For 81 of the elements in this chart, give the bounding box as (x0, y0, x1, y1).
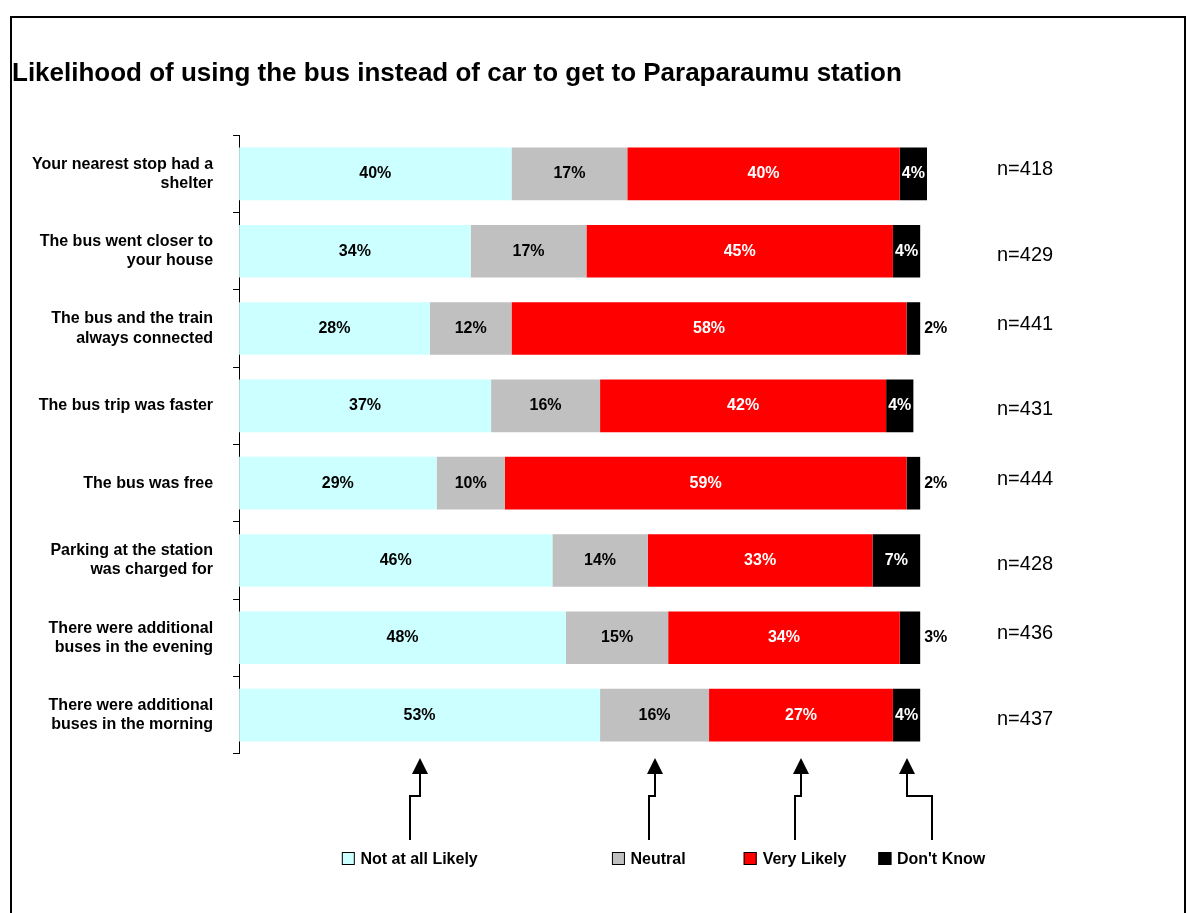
bar (239, 611, 567, 665)
legend-label: Very Likely (762, 849, 847, 867)
data-label: 2% (924, 318, 948, 336)
data-label: 3% (924, 628, 948, 646)
bar (239, 147, 512, 201)
text: n=428 (997, 552, 1054, 574)
data-label: 34% (767, 628, 800, 646)
bar (239, 302, 430, 355)
bar (504, 456, 907, 510)
data-label: 29% (321, 473, 354, 491)
y-tick-label: The bus was free (83, 473, 214, 491)
text: n=437 (997, 706, 1054, 729)
text: n=436 (997, 621, 1054, 644)
bar (552, 534, 648, 587)
data-label: 16% (638, 705, 671, 723)
data-label: 16% (529, 396, 562, 414)
data-label: 28% (318, 318, 351, 336)
data-label: 17% (553, 164, 586, 182)
bar (491, 379, 601, 433)
bar (470, 224, 587, 278)
data-label: 4% (895, 241, 919, 259)
data-label: 40% (359, 164, 392, 182)
data-label: 53% (403, 705, 436, 723)
bar (239, 456, 437, 510)
y-tick-label: There were additional buses in the evening (48, 618, 214, 655)
bar (586, 224, 893, 278)
bar (906, 302, 921, 355)
data-label: 12% (454, 318, 487, 336)
bar (600, 379, 887, 433)
data-label: 45% (723, 241, 756, 259)
data-label: 2% (924, 473, 948, 491)
text: n=444 (997, 466, 1054, 489)
data-label: 7% (884, 550, 908, 568)
data-label: 34% (338, 241, 371, 259)
legend-label: Not at all Likely (360, 849, 478, 867)
bar (709, 688, 893, 742)
bar (627, 147, 900, 201)
data-label: 10% (454, 473, 487, 491)
data-label: 40% (747, 164, 780, 182)
data-label: 15% (601, 628, 634, 646)
data-label: 37% (349, 396, 382, 414)
bar (239, 379, 492, 433)
bar (239, 224, 471, 278)
bar (239, 534, 553, 587)
bar (668, 611, 900, 665)
data-label: 59% (689, 473, 722, 491)
bar (511, 147, 628, 201)
bar (239, 688, 601, 742)
y-tick-label: The bus trip was faster (38, 396, 214, 414)
bar (566, 611, 669, 665)
text: n=441 (997, 312, 1054, 335)
bar (872, 534, 921, 587)
bar (906, 456, 921, 510)
data-label: 46% (379, 550, 412, 568)
bar (436, 456, 505, 510)
data-label: 48% (386, 628, 419, 646)
data-label: 58% (693, 318, 726, 336)
data-label: 4% (901, 164, 925, 182)
data-label: 27% (784, 705, 818, 723)
bar (511, 302, 907, 355)
bar (429, 302, 512, 355)
bar (899, 611, 921, 665)
data-label: 14% (584, 550, 617, 568)
data-label: 17% (512, 241, 545, 259)
text: n=418 (997, 157, 1054, 180)
data-label: 33% (744, 550, 777, 568)
y-tick-label: Your nearest stop had a shelter (32, 154, 214, 191)
data-label: 4% (895, 705, 919, 723)
data-label: 4% (888, 396, 912, 414)
data-label: 42% (727, 396, 760, 414)
chart-title: Likelihood of using the bus instead of car to get to Paraparaumu station (12, 56, 902, 87)
bar (600, 688, 710, 742)
legend-label: Neutral (630, 849, 686, 867)
bar (647, 534, 873, 587)
text: n=429 (997, 242, 1054, 265)
y-tick-label: There were additional buses in the morning (48, 695, 214, 733)
legend-label: Don't Know (896, 849, 986, 867)
text: n=431 (997, 397, 1054, 420)
y-tick-label: The bus went closer to your house (39, 231, 214, 269)
y-tick-label: The bus and the train always connected (51, 309, 214, 346)
y-tick-label: Parking at the station was charged for (50, 541, 214, 578)
